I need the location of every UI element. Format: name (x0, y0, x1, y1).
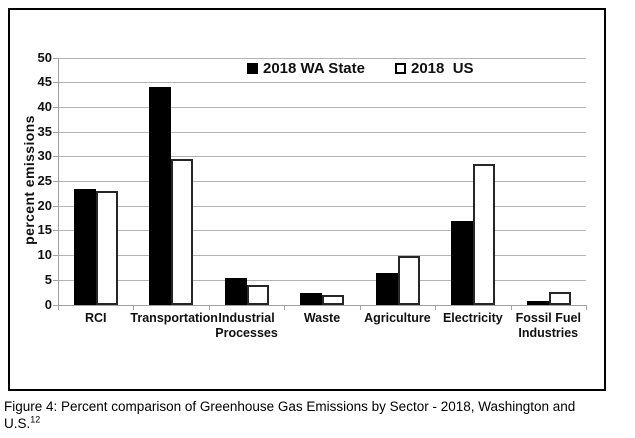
y-axis-tick-label: 20 (37, 197, 52, 213)
x-axis-tick (435, 304, 437, 310)
y-axis-tick (53, 279, 58, 281)
bar-2018-wa-state-transportation (149, 86, 172, 305)
gridline (58, 57, 586, 59)
x-axis-category-label: RCI (84, 311, 107, 325)
bar-2018-us-waste (322, 294, 345, 305)
y-axis-tick-label: 30 (37, 148, 52, 164)
gridline (58, 131, 586, 133)
bar-2018-us-industrial-processes (246, 284, 269, 305)
y-axis-tick-label: 15 (37, 222, 52, 238)
y-axis-tick (53, 181, 58, 182)
x-axis-category-label: Electricity (442, 311, 503, 325)
y-axis-tick (53, 131, 58, 133)
plot-area: 0 5 10 15 20 25 30 35 40 45 50 RCI Transportation Ind… (10, 10, 604, 389)
legend-swatch-white (395, 63, 406, 74)
legend-swatch-black (247, 63, 258, 74)
chart-legend: 2018 WA State 2018 US (247, 60, 474, 77)
x-axis-tick (133, 304, 135, 310)
x-axis-category-label: Agriculture (364, 311, 431, 325)
y-axis-tick (53, 255, 58, 257)
x-axis-tick (510, 304, 512, 310)
legend-item-wa-state: 2018 WA State (247, 60, 365, 77)
legend-label: 2018 US (411, 60, 474, 77)
x-axis-tick (208, 304, 210, 310)
gridline (58, 181, 586, 182)
bar-2018-wa-state-fossil-fuel-industries (526, 300, 549, 305)
y-axis-tick-label: 50 (37, 49, 52, 65)
figure-caption: Figure 4: Percent comparison of Greenhou… (4, 398, 632, 432)
bar-2018-wa-state-waste (300, 292, 323, 305)
y-axis-tick (53, 230, 58, 232)
x-axis-tick (284, 304, 286, 310)
x-axis-category-label: Industrial Processes (215, 311, 278, 340)
y-axis-tick-label: 45 (37, 74, 52, 90)
y-axis-tick (53, 82, 58, 84)
bar-2018-us-electricity (473, 163, 496, 305)
x-axis-category-label: Transportation (130, 311, 218, 325)
caption-footnote: 12 (30, 414, 41, 425)
bar-2018-wa-state-agriculture (375, 272, 398, 305)
legend-label: 2018 WA State (263, 60, 365, 77)
caption-line1: Figure 4: Percent comparison of Greenhou… (4, 399, 576, 414)
legend-item-us: 2018 US (395, 60, 474, 77)
bar-2018-us-rci (96, 190, 118, 305)
y-axis-tick-label: 35 (37, 123, 52, 139)
gridline (58, 82, 586, 84)
y-axis-tick (53, 304, 58, 306)
x-axis-tick (586, 304, 587, 310)
bar-2018-us-fossil-fuel-industries (548, 291, 571, 305)
bar-2018-wa-state-industrial-processes (224, 277, 247, 305)
x-axis-tick (359, 304, 361, 310)
caption-line2: U.S. (4, 416, 31, 431)
bar-2018-us-transportation (171, 158, 194, 305)
y-axis-tick-label: 5 (44, 271, 52, 287)
y-axis-tick (53, 57, 58, 59)
gridline (58, 156, 586, 158)
gridline (58, 106, 586, 108)
x-axis-tick (58, 304, 59, 310)
x-axis-category-label: Fossil Fuel Industries (515, 311, 581, 340)
x-axis-line (58, 304, 587, 306)
x-axis-category-label: Waste (303, 311, 341, 325)
bar-2018-wa-state-rci (74, 188, 96, 305)
y-axis-tick-label: 40 (37, 98, 52, 114)
gridline (58, 279, 586, 281)
y-axis-tick-label: 0 (44, 296, 52, 312)
y-axis-tick (53, 106, 58, 108)
y-axis-line (58, 57, 59, 305)
bar-2018-us-agriculture (397, 255, 420, 305)
y-axis-tick (53, 205, 58, 207)
y-axis-tick-label: 10 (37, 247, 52, 263)
gridline (58, 230, 586, 232)
gridline (58, 255, 586, 257)
gridline (58, 205, 586, 207)
y-axis-tick (53, 156, 58, 158)
figure-frame: percent emissions 2018 WA State 2018 US … (8, 8, 606, 391)
y-axis-tick-label: 25 (37, 173, 52, 188)
bar-2018-wa-state-electricity (451, 220, 474, 305)
